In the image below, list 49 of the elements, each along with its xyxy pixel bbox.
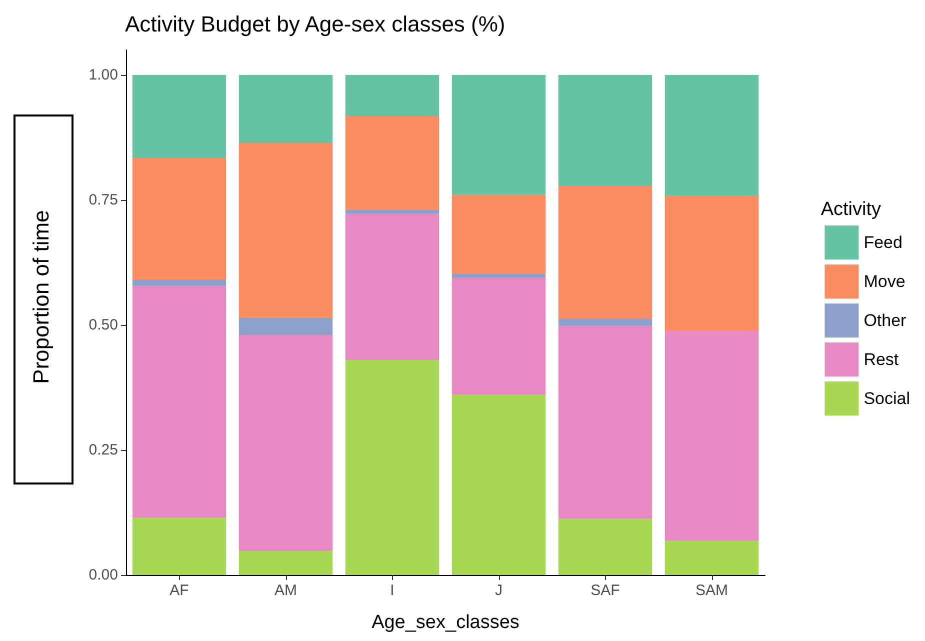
bar	[452, 278, 546, 394]
legend-label: Move	[864, 272, 906, 291]
x-tick-label: AM	[274, 582, 297, 599]
y-tick-label: 0.00	[88, 566, 118, 584]
bar	[238, 143, 333, 318]
bar	[345, 210, 440, 214]
legend-label: Feed	[864, 233, 902, 252]
x-tick-label: SAF	[590, 582, 620, 599]
bar	[664, 331, 759, 540]
bar	[132, 75, 226, 158]
bar	[238, 551, 333, 575]
bar	[558, 75, 652, 186]
y-tick-label: 0.75	[88, 192, 118, 208]
y-tick-label: 1.00	[88, 66, 118, 84]
x-axis-title: Age_sex_classes	[372, 612, 520, 633]
legend-label: Rest	[864, 350, 899, 369]
bar	[238, 318, 333, 335]
x-tick-label: SAM	[695, 582, 728, 599]
bar	[664, 196, 759, 331]
bar	[132, 280, 226, 286]
bar	[132, 518, 226, 575]
bar	[452, 194, 546, 274]
bar	[558, 319, 652, 326]
x-tick-label: AF	[170, 582, 189, 599]
bar	[664, 75, 759, 196]
bar	[452, 274, 546, 278]
bar	[238, 75, 333, 143]
bar	[558, 186, 652, 319]
legend-label: Other	[864, 311, 907, 330]
y-axis-title: Proportion of time	[28, 210, 54, 384]
bar	[558, 518, 652, 575]
legend-label: Social	[864, 389, 910, 408]
bar	[452, 394, 546, 575]
legend-title: Activity	[820, 199, 882, 220]
chart-title: Activity Budget by Age-sex classes (%)	[125, 12, 506, 36]
y-tick-label: 0.25	[88, 442, 118, 458]
bar	[345, 75, 440, 116]
bar	[345, 214, 440, 360]
bar	[238, 335, 333, 551]
bar	[345, 116, 440, 210]
bar	[132, 158, 226, 280]
x-tick-label: J	[495, 582, 502, 599]
y-tick-label: 0.50	[88, 316, 118, 334]
x-tick-label: I	[390, 582, 394, 599]
bar	[345, 360, 440, 575]
bar	[558, 326, 652, 518]
bar	[132, 286, 226, 518]
bar	[664, 540, 759, 575]
bar	[452, 75, 546, 194]
